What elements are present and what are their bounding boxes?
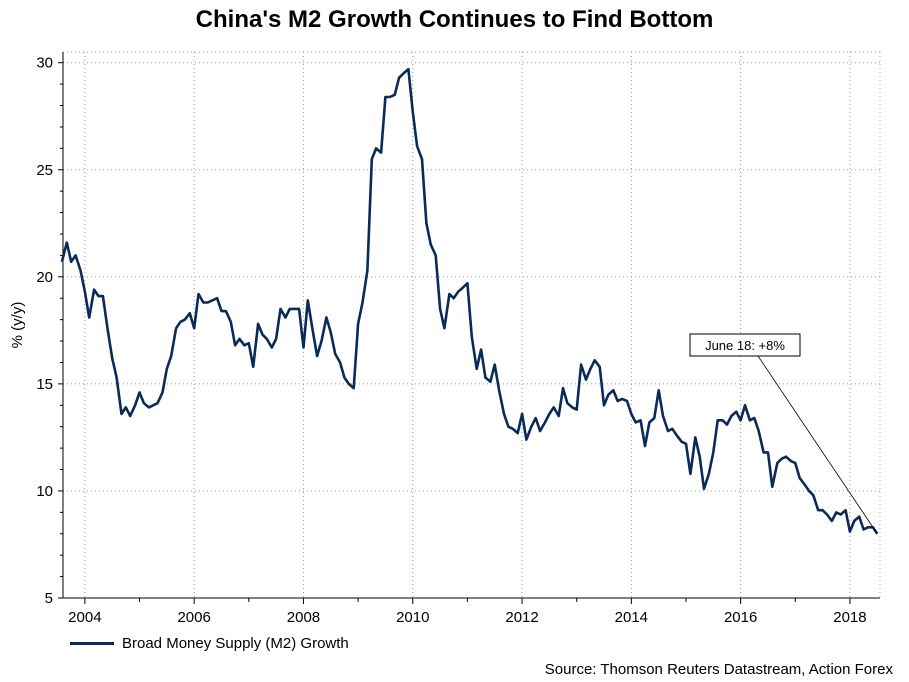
series-group xyxy=(60,67,879,535)
legend-label: Broad Money Supply (M2) Growth xyxy=(122,635,349,652)
y-tick-label: 20 xyxy=(36,269,53,286)
y-tick-label: 15 xyxy=(36,376,53,393)
x-tick-label: 2004 xyxy=(68,609,101,626)
x-tick-label: 2008 xyxy=(287,609,320,626)
x-tick-label: 2006 xyxy=(177,609,210,626)
series-line xyxy=(60,67,879,535)
y-tick-labels: 5 10 15 20 25 30 xyxy=(36,55,53,607)
legend-swatch xyxy=(70,642,114,645)
source-note: Source: Thomson Reuters Datastream, Acti… xyxy=(544,661,893,678)
annotation-leader-line xyxy=(757,355,878,534)
axes xyxy=(58,52,880,604)
y-tick-label: 10 xyxy=(36,483,53,500)
x-tick-label: 2010 xyxy=(396,609,429,626)
x-tick-label: 2012 xyxy=(505,609,538,626)
annotation-label: June 18: +8% xyxy=(705,338,785,353)
x-tick-label: 2014 xyxy=(615,609,648,626)
y-tick-label: 5 xyxy=(45,590,53,607)
annotation-box xyxy=(689,333,801,357)
annotation-group: June 18: +8% xyxy=(689,333,878,534)
y-tick-label: 30 xyxy=(36,55,53,72)
x-tick-labels: 2004 2006 2008 2010 2012 2014 2016 2018 xyxy=(68,609,866,626)
x-tick-label: 2018 xyxy=(833,609,866,626)
chart-title: China's M2 Growth Continues to Find Bott… xyxy=(195,6,714,33)
y-axis-label: % (y/y) xyxy=(9,302,26,349)
y-tick-label: 25 xyxy=(36,162,53,179)
x-tick-label: 2016 xyxy=(724,609,757,626)
legend: Broad Money Supply (M2) Growth xyxy=(70,635,349,652)
